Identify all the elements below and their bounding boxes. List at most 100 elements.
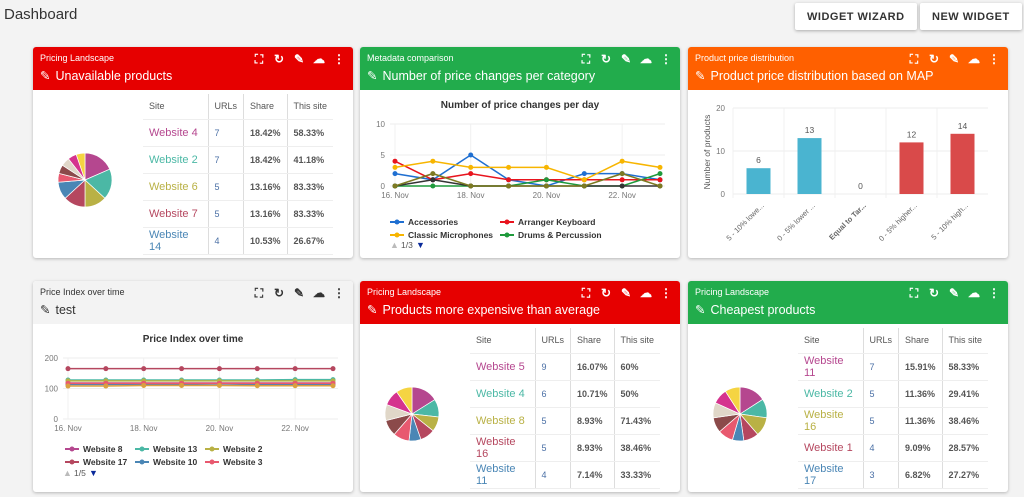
- widget-title[interactable]: ✎ test: [40, 302, 346, 318]
- more-vert-icon[interactable]: ⋮: [333, 52, 345, 66]
- pencil-icon[interactable]: ✎: [367, 303, 378, 317]
- widget-title[interactable]: ✎ Number of price changes per category: [367, 68, 673, 84]
- site-link[interactable]: Website 14: [143, 227, 209, 255]
- site-link[interactable]: Website 11: [798, 353, 864, 381]
- widget-category: Price Index over time: [40, 287, 125, 297]
- refresh-icon[interactable]: ↻: [928, 52, 940, 66]
- site-link[interactable]: Website 1: [798, 434, 864, 462]
- new-widget-button[interactable]: NEW WIDGET: [920, 3, 1022, 30]
- y-tick-label: 0: [54, 415, 59, 424]
- data-point: [619, 171, 625, 177]
- fullscreen-icon[interactable]: ⛶: [254, 52, 264, 66]
- refresh-icon[interactable]: ↻: [273, 52, 285, 66]
- line-chart: Price Index over time 0 100 200 16. Nov 18. N…: [45, 334, 338, 478]
- fullscreen-icon[interactable]: ⛶: [909, 286, 919, 300]
- widget-title[interactable]: ✎ Cheapest products: [695, 302, 1001, 318]
- site-link[interactable]: Website 6: [143, 173, 209, 201]
- widget-card: Pricing Landscape ✎ Unavailable products ⛶ ↻…: [33, 47, 353, 258]
- pencil-icon[interactable]: ✎: [40, 69, 51, 83]
- column-header: URLs: [208, 94, 245, 120]
- data-point: [254, 383, 260, 389]
- eyedropper-icon[interactable]: ✎: [620, 286, 632, 300]
- pencil-icon[interactable]: ✎: [40, 303, 51, 317]
- pencil-icon[interactable]: ✎: [695, 303, 706, 317]
- site-link[interactable]: Website 4: [470, 380, 536, 408]
- site-link[interactable]: Website 7: [143, 200, 209, 228]
- fullscreen-icon[interactable]: ⛶: [909, 52, 919, 66]
- widget-header: Pricing Landscape ✎ Products more expensiv…: [360, 281, 680, 324]
- eyedropper-icon[interactable]: ✎: [293, 52, 305, 66]
- cloud-download-icon[interactable]: ☁: [313, 52, 325, 66]
- column-header: Site: [798, 328, 864, 354]
- pie-chart: [57, 152, 113, 208]
- y-tick-label: 5: [381, 151, 386, 160]
- cloud-download-icon[interactable]: ☁: [313, 286, 325, 300]
- widget-card: Pricing Landscape ✎ Products more expensiv…: [360, 281, 680, 492]
- legend-marker: [209, 459, 215, 465]
- eyedropper-icon[interactable]: ✎: [620, 52, 632, 66]
- site-link[interactable]: Website 4: [143, 119, 209, 147]
- table-cell: 41.18%: [287, 146, 334, 174]
- site-link[interactable]: Website 2: [143, 146, 209, 174]
- more-vert-icon[interactable]: ⋮: [333, 286, 345, 300]
- table-cell: 6: [535, 380, 572, 408]
- table-cell: 9.09%: [898, 434, 943, 462]
- series-line: [394, 172, 661, 187]
- series-line: [394, 160, 661, 181]
- eyedropper-icon[interactable]: ✎: [948, 286, 960, 300]
- cloud-download-icon[interactable]: ☁: [640, 286, 652, 300]
- refresh-icon[interactable]: ↻: [600, 286, 612, 300]
- data-point: [506, 183, 512, 189]
- more-vert-icon[interactable]: ⋮: [660, 286, 672, 300]
- widget-wizard-button[interactable]: WIDGET WIZARD: [795, 3, 917, 30]
- column-header: Site: [143, 94, 209, 120]
- site-link[interactable]: Website 17: [798, 461, 864, 489]
- data-point: [254, 366, 260, 372]
- table-cell: 5: [208, 200, 245, 228]
- refresh-icon[interactable]: ↻: [600, 52, 612, 66]
- data-label: 0: [858, 181, 863, 191]
- table-cell: 7.14%: [570, 461, 615, 489]
- fullscreen-icon[interactable]: ⛶: [581, 286, 591, 300]
- table-cell: 38.46%: [942, 407, 989, 435]
- site-link[interactable]: Website 2: [798, 380, 864, 408]
- fullscreen-icon[interactable]: ⛶: [254, 286, 264, 300]
- table-cell: 4: [535, 461, 572, 489]
- column-header: This site: [614, 328, 661, 354]
- pencil-icon[interactable]: ✎: [367, 69, 378, 83]
- legend-item: Website 10: [153, 457, 198, 467]
- data-point: [468, 171, 474, 177]
- table-cell: 5: [863, 380, 900, 408]
- data-point: [179, 366, 185, 372]
- site-link[interactable]: Website 16: [470, 434, 536, 462]
- cloud-download-icon[interactable]: ☁: [640, 52, 652, 66]
- table-row: Website 16 5 8.93% 38.46%: [470, 434, 661, 462]
- widget-title[interactable]: ✎ Products more expensive than average: [367, 302, 673, 318]
- site-link[interactable]: Website 11: [470, 461, 536, 489]
- x-tick-label: 16. Nov: [381, 191, 409, 200]
- y-tick-label: 100: [45, 385, 59, 394]
- refresh-icon[interactable]: ↻: [273, 286, 285, 300]
- cloud-download-icon[interactable]: ☁: [968, 52, 980, 66]
- site-link[interactable]: Website 16: [798, 407, 864, 435]
- data-point: [141, 382, 147, 388]
- y-tick-label: 0: [721, 190, 726, 199]
- more-vert-icon[interactable]: ⋮: [988, 52, 1000, 66]
- legend-marker: [209, 446, 215, 452]
- cloud-download-icon[interactable]: ☁: [968, 286, 980, 300]
- site-link[interactable]: Website 5: [470, 353, 536, 381]
- legend-page: 1/5: [74, 468, 86, 478]
- pencil-icon[interactable]: ✎: [695, 69, 706, 83]
- refresh-icon[interactable]: ↻: [928, 286, 940, 300]
- site-link[interactable]: Website 8: [470, 407, 536, 435]
- more-vert-icon[interactable]: ⋮: [988, 286, 1000, 300]
- fullscreen-icon[interactable]: ⛶: [581, 52, 591, 66]
- more-vert-icon[interactable]: ⋮: [660, 52, 672, 66]
- eyedropper-icon[interactable]: ✎: [948, 52, 960, 66]
- widget-title[interactable]: ✎ Product price distribution based on MAP: [695, 68, 1001, 84]
- data-point: [619, 183, 625, 189]
- widget-title[interactable]: ✎ Unavailable products: [40, 68, 346, 84]
- data-point: [657, 164, 663, 170]
- eyedropper-icon[interactable]: ✎: [293, 286, 305, 300]
- table-row: Website 17 3 6.82% 27.27%: [798, 461, 989, 489]
